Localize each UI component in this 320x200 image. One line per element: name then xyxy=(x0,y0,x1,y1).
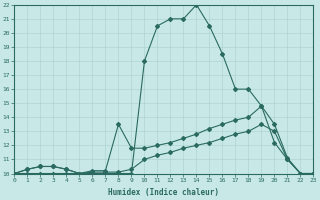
X-axis label: Humidex (Indice chaleur): Humidex (Indice chaleur) xyxy=(108,188,220,197)
